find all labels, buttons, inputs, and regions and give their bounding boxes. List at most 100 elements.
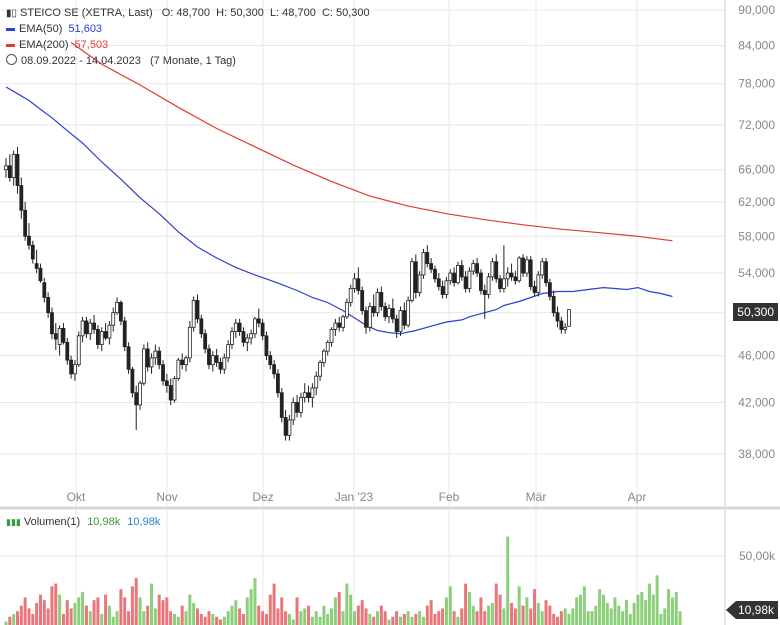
volume-bar <box>437 611 441 625</box>
candle-body <box>436 278 441 287</box>
candle <box>383 302 388 321</box>
volume-bar <box>609 608 613 625</box>
volume-bar <box>241 613 245 625</box>
volume-bar <box>180 605 184 625</box>
volume-bar <box>58 594 62 625</box>
candle-body <box>157 350 162 366</box>
volume-bar <box>38 594 42 625</box>
volume-bar <box>605 602 609 625</box>
candle-body <box>264 335 269 357</box>
volume-bar <box>644 600 648 625</box>
volume-bar <box>601 594 605 625</box>
candle <box>34 249 39 274</box>
candle-body <box>34 263 39 269</box>
candle-body <box>111 312 116 326</box>
volume-bar <box>490 602 494 625</box>
candle-body <box>4 165 8 171</box>
candle <box>551 290 556 317</box>
candle <box>53 323 58 351</box>
ema50-swatch <box>6 27 15 31</box>
candle <box>544 258 548 287</box>
candle-body <box>149 357 154 368</box>
volume-bar <box>464 583 468 625</box>
volume-bar <box>479 597 483 625</box>
range-note: (7 Monate, 1 Tag) <box>149 55 236 67</box>
ema200-series <box>70 42 673 242</box>
candle-body <box>7 165 12 178</box>
candle-body <box>15 153 20 186</box>
volume-value-2: 10,98k <box>127 516 161 528</box>
candle <box>245 333 250 352</box>
candle <box>222 353 227 374</box>
candle <box>180 353 185 370</box>
candle <box>433 265 437 283</box>
candle-body <box>115 302 119 314</box>
candle-body <box>30 244 35 260</box>
volume-bar <box>341 611 345 625</box>
volume-bar <box>467 591 471 625</box>
volume-bar <box>544 600 548 625</box>
candle <box>88 318 93 341</box>
candle-body <box>214 355 219 363</box>
volume-bar <box>173 613 177 625</box>
candle <box>310 383 315 408</box>
candle-body <box>138 382 142 406</box>
volume-bar <box>35 602 39 625</box>
volume-bar <box>238 608 242 625</box>
candle <box>475 258 479 277</box>
candle <box>341 314 345 332</box>
candle <box>456 261 460 285</box>
volume-bar <box>176 616 180 625</box>
candle <box>479 269 483 295</box>
candle <box>291 397 296 426</box>
candle <box>230 327 234 349</box>
volume-bar <box>540 611 544 625</box>
candle-body <box>272 364 277 375</box>
volume-bar <box>268 594 272 625</box>
volume-bar <box>659 613 663 625</box>
volume-bar <box>678 611 682 625</box>
candle <box>498 274 502 293</box>
candle <box>46 292 51 318</box>
volume-bar <box>322 605 326 625</box>
volume-bar <box>203 616 207 625</box>
volume-bar <box>556 616 560 625</box>
candle <box>210 351 215 372</box>
x-tick-label: Jan '23 <box>335 490 374 504</box>
volume-bar <box>249 589 253 625</box>
volume-bar <box>146 605 150 625</box>
candle-body <box>226 344 231 359</box>
volume-bar <box>326 613 330 625</box>
candle <box>482 284 487 319</box>
candle <box>61 323 66 345</box>
candle <box>176 357 181 381</box>
volume-bar <box>559 611 563 625</box>
ema200-label: EMA(200) <box>19 39 69 51</box>
volume-bar <box>575 597 579 625</box>
candle <box>107 320 112 345</box>
y-tick-label: 90,000 <box>738 3 775 17</box>
volume-bar <box>161 600 165 625</box>
candle <box>199 314 204 339</box>
volume-bar <box>111 616 115 625</box>
volume-bar <box>364 608 368 625</box>
ema50-line <box>5 86 673 335</box>
volume-bar <box>310 616 314 625</box>
candle-body <box>410 261 414 301</box>
candle <box>184 355 188 372</box>
candle <box>157 346 162 370</box>
candle <box>367 302 372 332</box>
candle <box>50 307 54 340</box>
volume-bar <box>73 602 77 625</box>
legend-volume: ▮▮▮ Volumen(1) 10,98k 10,98k <box>6 516 160 528</box>
candle-body <box>364 310 368 328</box>
candle-body <box>161 364 165 382</box>
last-volume-badge: 10,98k <box>725 601 778 619</box>
volume-bar <box>471 605 475 625</box>
candle-body <box>73 364 77 375</box>
candle <box>27 223 31 250</box>
volume-bar <box>54 583 58 625</box>
candle-body <box>180 359 185 366</box>
candle <box>122 316 127 352</box>
volume-bar <box>127 611 131 625</box>
